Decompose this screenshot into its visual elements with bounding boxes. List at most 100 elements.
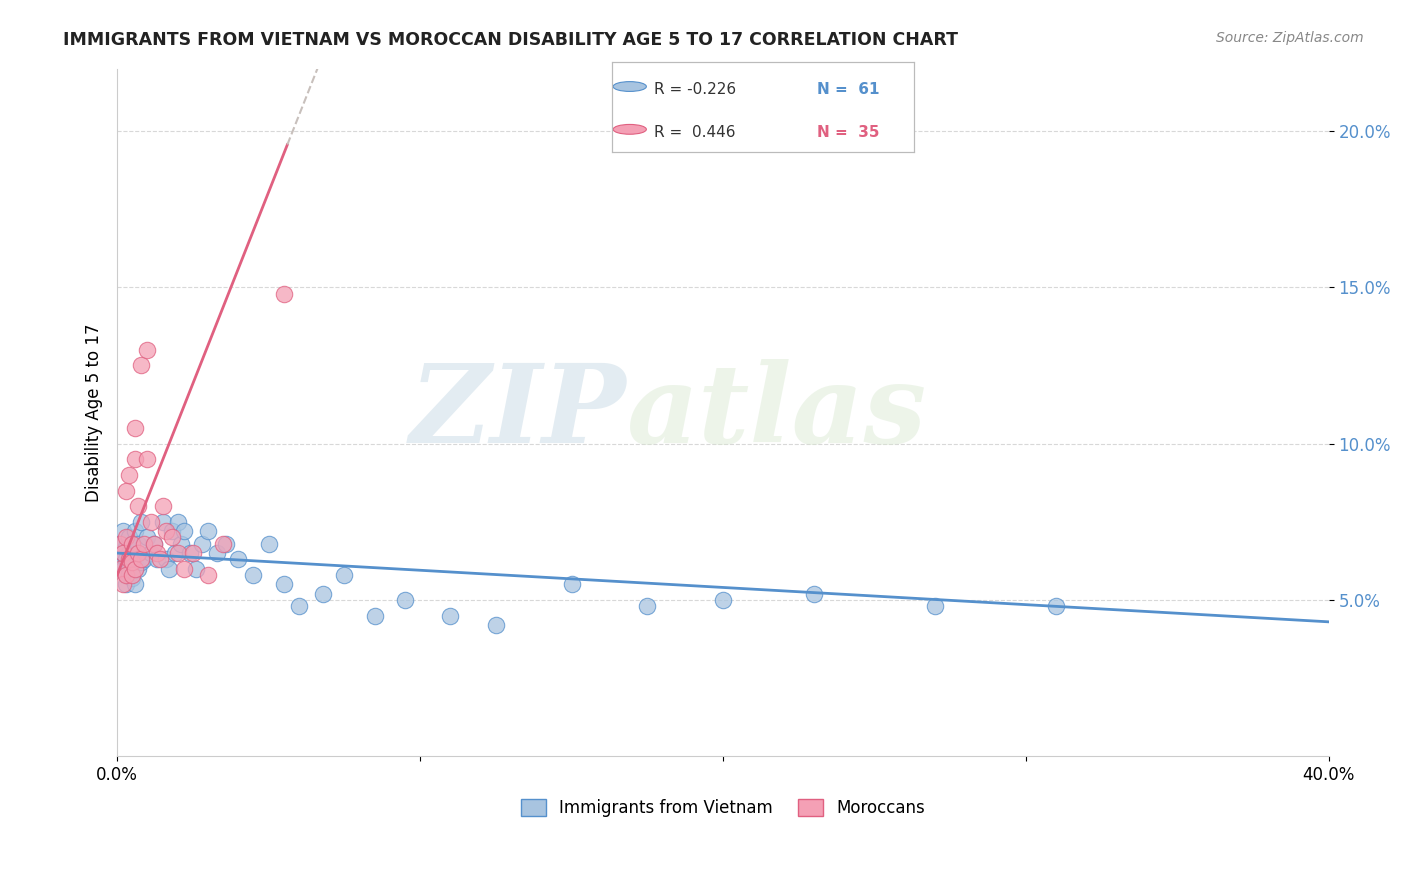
Point xyxy=(134,537,156,551)
Point xyxy=(121,537,143,551)
Point xyxy=(160,531,183,545)
Point xyxy=(112,562,135,576)
Point xyxy=(439,608,461,623)
Point xyxy=(924,599,946,614)
Point xyxy=(173,524,195,538)
Point xyxy=(160,524,183,538)
Point xyxy=(711,593,734,607)
Point xyxy=(155,524,177,538)
Point xyxy=(127,537,149,551)
Point xyxy=(115,540,138,554)
Point xyxy=(112,524,135,538)
Point xyxy=(166,546,188,560)
Point xyxy=(115,568,138,582)
Point xyxy=(127,499,149,513)
Point xyxy=(115,552,138,566)
Point xyxy=(121,556,143,570)
Point xyxy=(118,552,141,566)
Point xyxy=(803,587,825,601)
Text: Source: ZipAtlas.com: Source: ZipAtlas.com xyxy=(1216,31,1364,45)
Point xyxy=(118,467,141,482)
Point xyxy=(110,556,132,570)
Point xyxy=(121,552,143,566)
Point xyxy=(115,531,138,545)
Point xyxy=(155,552,177,566)
Point xyxy=(124,577,146,591)
Point xyxy=(127,546,149,560)
Point xyxy=(157,562,180,576)
Point xyxy=(228,552,250,566)
Point xyxy=(142,537,165,551)
Text: IMMIGRANTS FROM VIETNAM VS MOROCCAN DISABILITY AGE 5 TO 17 CORRELATION CHART: IMMIGRANTS FROM VIETNAM VS MOROCCAN DISA… xyxy=(63,31,959,49)
Point xyxy=(197,524,219,538)
Point xyxy=(134,552,156,566)
Point xyxy=(112,546,135,560)
Point xyxy=(136,343,159,357)
Point xyxy=(110,562,132,576)
Point xyxy=(205,546,228,560)
Legend: Immigrants from Vietnam, Moroccans: Immigrants from Vietnam, Moroccans xyxy=(515,792,932,823)
Point xyxy=(149,552,172,566)
Point xyxy=(110,537,132,551)
Point xyxy=(115,577,138,591)
Point xyxy=(112,546,135,560)
Point xyxy=(131,552,153,566)
Point xyxy=(121,537,143,551)
Point xyxy=(333,568,356,582)
Point xyxy=(145,546,167,560)
Point xyxy=(124,421,146,435)
Point xyxy=(394,593,416,607)
Point xyxy=(215,537,238,551)
Point xyxy=(136,531,159,545)
Text: R = -0.226: R = -0.226 xyxy=(654,82,737,96)
Point xyxy=(121,571,143,585)
Point xyxy=(242,568,264,582)
Point xyxy=(170,537,193,551)
Point xyxy=(212,537,235,551)
Point xyxy=(136,452,159,467)
Point xyxy=(273,577,295,591)
Point xyxy=(124,524,146,538)
Point xyxy=(184,562,207,576)
Point xyxy=(115,568,138,582)
Point xyxy=(363,608,385,623)
Point xyxy=(636,599,658,614)
Point xyxy=(179,546,201,560)
Text: ZIP: ZIP xyxy=(409,359,626,467)
Point xyxy=(112,577,135,591)
Point xyxy=(118,531,141,545)
Point xyxy=(173,562,195,576)
Text: atlas: atlas xyxy=(626,359,927,467)
Point xyxy=(163,546,186,560)
Circle shape xyxy=(613,125,647,134)
Point xyxy=(142,537,165,551)
Point xyxy=(1045,599,1067,614)
Point xyxy=(197,568,219,582)
Point xyxy=(145,552,167,566)
Point xyxy=(124,452,146,467)
Point xyxy=(121,568,143,582)
Point xyxy=(118,546,141,560)
Point xyxy=(152,499,174,513)
Point xyxy=(166,515,188,529)
Point xyxy=(124,562,146,576)
Circle shape xyxy=(613,81,647,91)
Point xyxy=(118,562,141,576)
Point xyxy=(485,618,508,632)
Point xyxy=(257,537,280,551)
Point xyxy=(139,515,162,529)
Point xyxy=(127,562,149,576)
Point xyxy=(121,556,143,570)
Point xyxy=(312,587,335,601)
Point xyxy=(124,562,146,576)
Point xyxy=(273,286,295,301)
Point xyxy=(191,537,214,551)
Point xyxy=(131,515,153,529)
Text: R =  0.446: R = 0.446 xyxy=(654,125,735,139)
Text: N =  35: N = 35 xyxy=(817,125,880,139)
Point xyxy=(110,537,132,551)
Point xyxy=(139,546,162,560)
Point xyxy=(131,359,153,373)
Point xyxy=(181,546,204,560)
Point xyxy=(127,546,149,560)
